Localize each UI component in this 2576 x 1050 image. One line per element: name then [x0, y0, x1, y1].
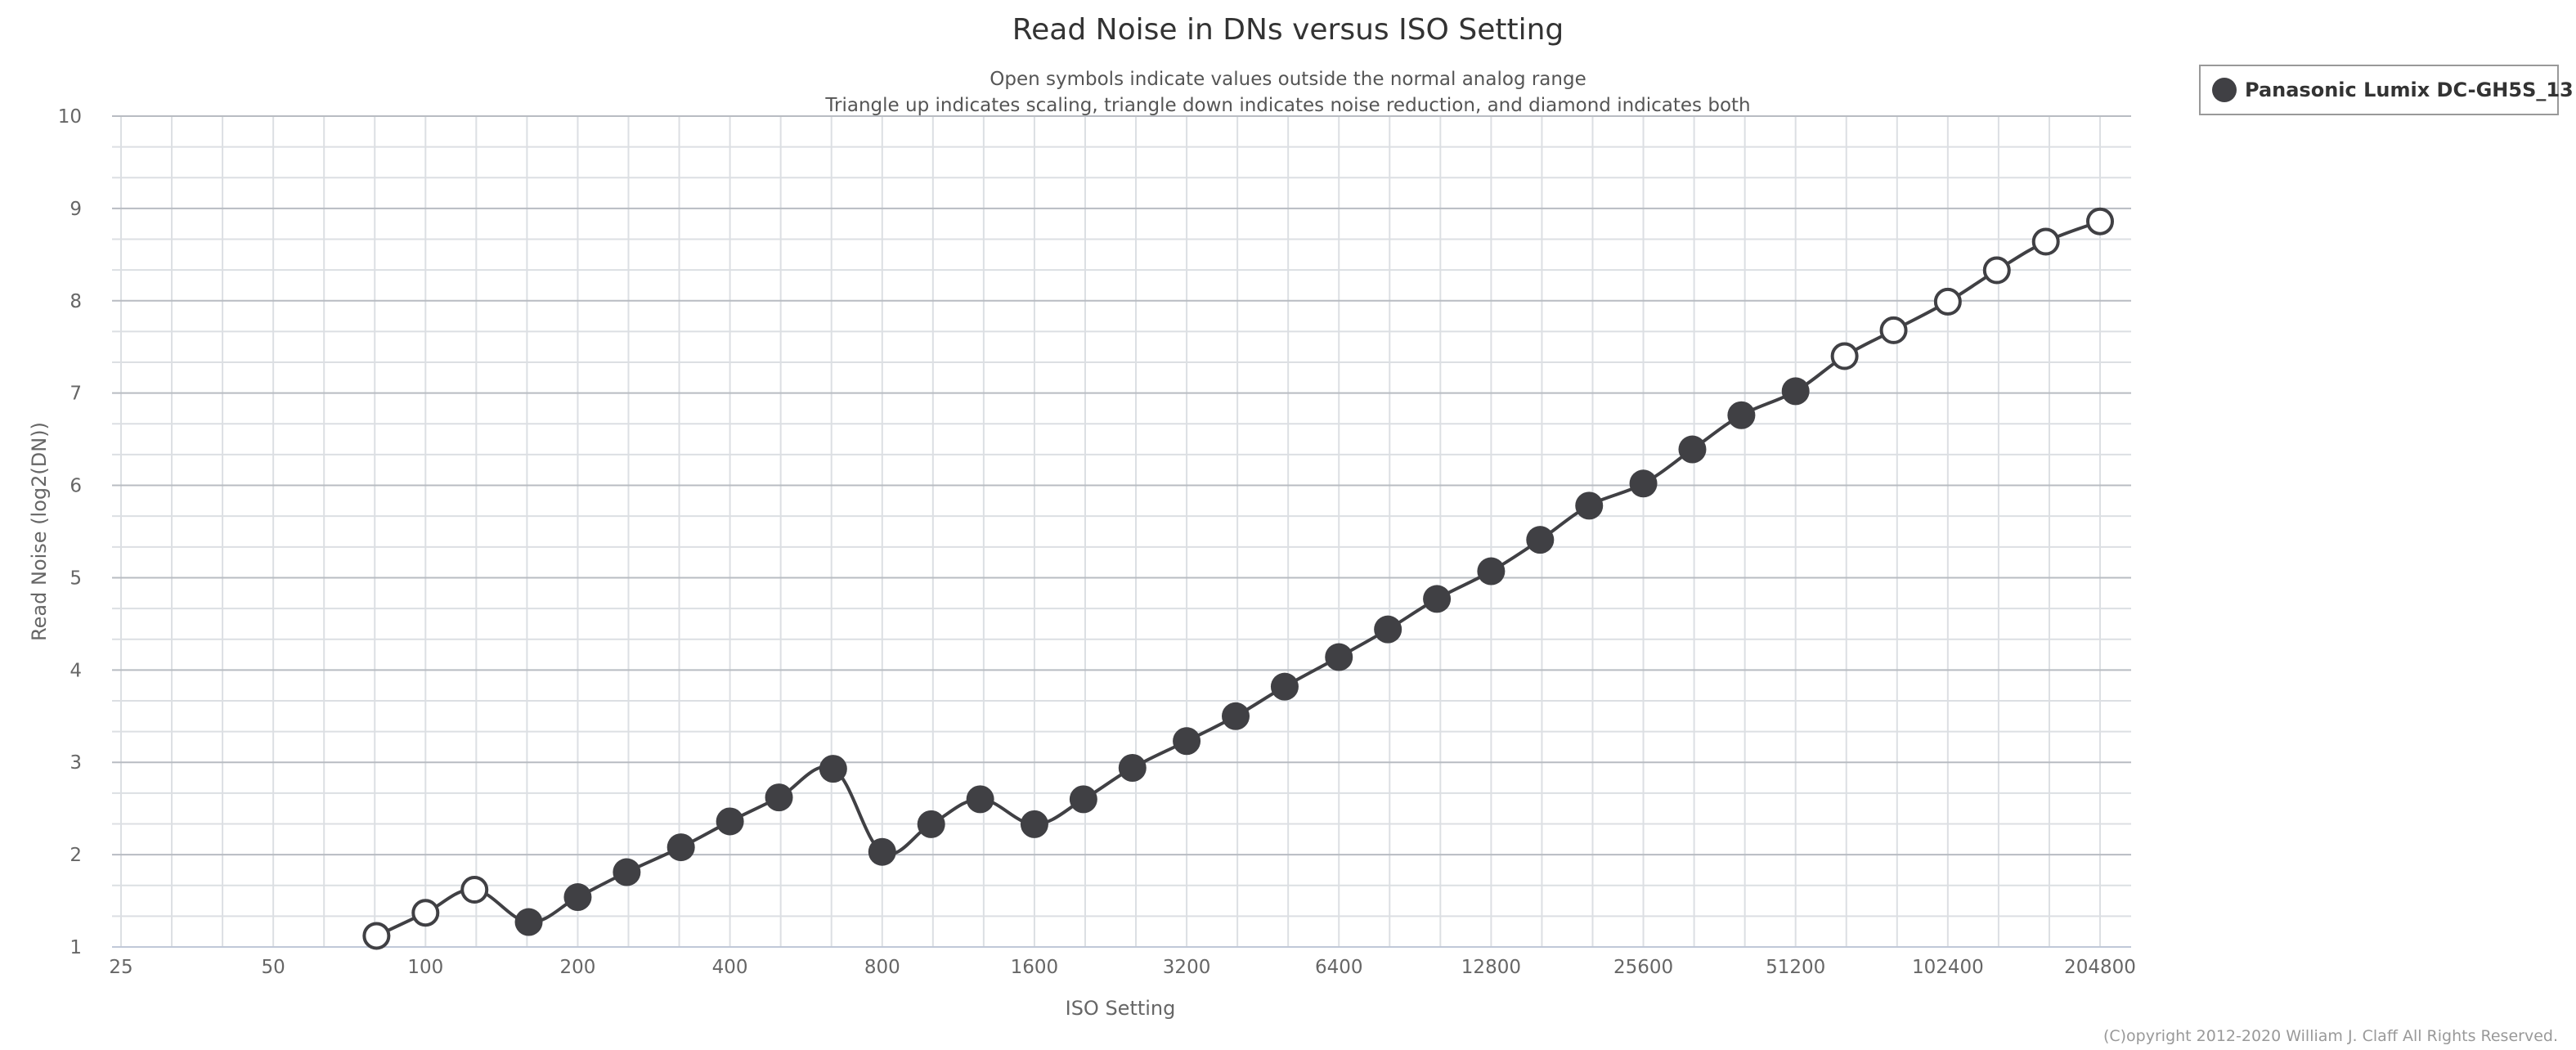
data-point [1727, 401, 1756, 429]
data-point [1374, 615, 1402, 644]
data-point-open [1879, 316, 1908, 344]
data-point [514, 908, 543, 936]
legend-box [2199, 65, 2559, 115]
legend-item-label[interactable]: Panasonic Lumix DC-GH5S_13 [2245, 79, 2574, 101]
chart-subtitle-line-2: Triangle up indicates scaling, triangle … [824, 95, 1750, 116]
chart-title: Read Noise in DNs versus ISO Setting [1012, 13, 1564, 47]
data-point [1678, 435, 1707, 464]
data-point [966, 785, 994, 814]
data-point [1325, 643, 1353, 671]
legend[interactable]: Panasonic Lumix DC-GH5S_13 [2199, 65, 2574, 115]
data-point-open [2031, 227, 2060, 256]
axis-ticks: 25 50 100 200 400 800 1600 3200 6400 12800 25600 51… [58, 106, 2136, 978]
data-point-open [2086, 207, 2114, 236]
y-tick-label: 1 [70, 937, 82, 958]
y-axis-label: Read Noise (log2(DN)) [28, 422, 51, 641]
y-tick-label: 7 [70, 384, 82, 405]
data-point [1222, 702, 1250, 730]
data-point-open [411, 899, 440, 927]
x-tick-label: 51200 [1766, 957, 1825, 978]
x-tick-label: 102400 [1912, 957, 1984, 978]
data-point [1526, 526, 1555, 554]
x-tick-label: 25 [109, 957, 132, 978]
series-line [375, 219, 2101, 938]
data-point-open [1933, 287, 1962, 316]
x-tick-label: 6400 [1315, 957, 1363, 978]
data-point-open [1982, 256, 2011, 285]
x-tick-label: 50 [262, 957, 285, 978]
y-tick-label: 2 [70, 845, 82, 866]
y-tick-label: 8 [70, 291, 82, 312]
data-point-open [460, 876, 489, 904]
x-tick-label: 800 [864, 957, 900, 978]
data-point [563, 883, 592, 912]
data-point-open [1830, 342, 1859, 370]
x-axis-label: ISO Setting [1066, 997, 1176, 1020]
y-tick-label: 5 [70, 568, 82, 589]
data-point [1118, 753, 1147, 782]
data-point [613, 858, 641, 886]
series-panasonic [362, 207, 2114, 950]
data-point [1781, 377, 1810, 406]
y-tick-label: 9 [70, 199, 82, 220]
data-point [716, 807, 744, 836]
x-tick-label: 25600 [1613, 957, 1673, 978]
data-point [1575, 491, 1604, 520]
data-point [1173, 727, 1201, 756]
data-point [1629, 469, 1658, 498]
grid [112, 115, 2131, 948]
data-point [1423, 585, 1452, 613]
y-tick-label: 10 [58, 106, 82, 128]
x-tick-label: 1600 [1011, 957, 1059, 978]
x-tick-label: 200 [560, 957, 596, 978]
data-point-open [362, 922, 391, 950]
x-tick-label: 3200 [1163, 957, 1211, 978]
x-tick-label: 12800 [1461, 957, 1521, 978]
x-tick-label: 100 [407, 957, 443, 978]
x-tick-label: 400 [712, 957, 748, 978]
legend-marker-icon [2212, 78, 2237, 102]
data-point [819, 755, 847, 783]
data-point [765, 783, 793, 812]
y-tick-label: 6 [70, 476, 82, 497]
data-point [1020, 810, 1048, 838]
y-tick-label: 4 [70, 660, 82, 681]
copyright: (C)opyright 2012-2020 William J. Claff A… [2103, 1027, 2558, 1045]
data-point [917, 810, 945, 838]
data-point [666, 833, 695, 862]
y-tick-label: 3 [70, 752, 82, 774]
chart-subtitle-line-1: Open symbols indicate values outside the… [990, 69, 1586, 90]
data-point [1270, 672, 1299, 701]
x-tick-label: 204800 [2064, 957, 2136, 978]
data-point [1069, 785, 1097, 814]
data-point [1477, 557, 1506, 586]
data-point [868, 837, 896, 866]
